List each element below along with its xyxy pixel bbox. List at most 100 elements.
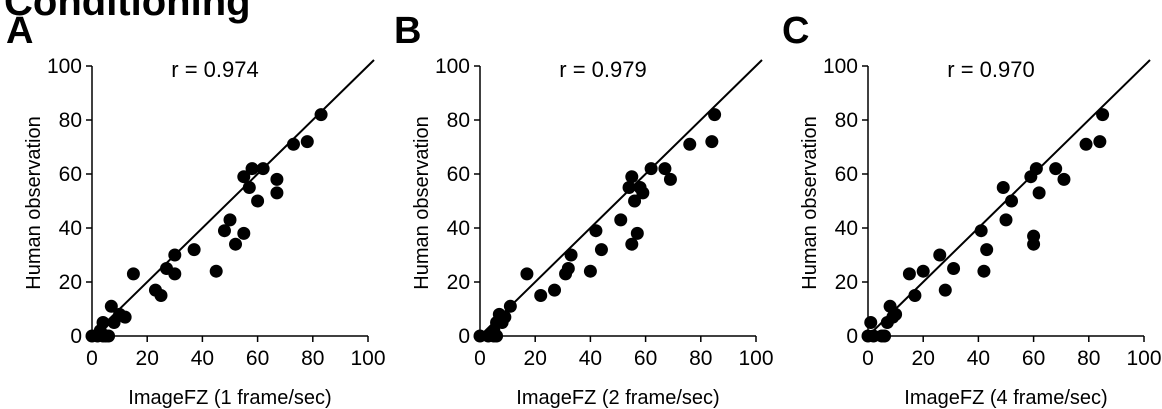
- y-tick-label: 0: [70, 325, 82, 348]
- y-tick-label: 100: [47, 55, 82, 78]
- x-tick-label: 40: [579, 347, 602, 370]
- data-point: [1027, 229, 1041, 243]
- y-axis-label: Human observation: [23, 116, 45, 289]
- data-point: [974, 224, 988, 238]
- y-tick-label: 40: [59, 217, 82, 240]
- data-point: [628, 194, 642, 208]
- data-point: [1049, 162, 1063, 176]
- x-tick-label: 80: [689, 347, 712, 370]
- regression-line: [479, 59, 763, 337]
- correlation-label: r = 0.974: [171, 57, 258, 82]
- data-point: [933, 248, 947, 262]
- panel-c: C 0 20 40 60 80 100 0 20 40 60 80 100 r = 0.970 Image…: [776, 0, 1162, 409]
- data-point: [977, 264, 991, 278]
- x-tick-label: 40: [967, 347, 990, 370]
- data-point: [683, 137, 697, 151]
- y-tick-label: 60: [447, 163, 470, 186]
- y-axis-label: Human observation: [799, 116, 821, 289]
- y-tick-label: 0: [458, 325, 470, 348]
- data-point: [503, 299, 517, 313]
- data-point: [168, 267, 182, 281]
- x-tick-label: 20: [136, 347, 159, 370]
- data-point: [864, 316, 878, 329]
- x-tick-label: 60: [1022, 347, 1045, 370]
- data-point: [625, 170, 639, 184]
- data-point: [996, 181, 1010, 194]
- y-axis-label: Human observation: [411, 116, 433, 289]
- data-point: [916, 264, 930, 278]
- x-tick-label: 40: [191, 347, 214, 370]
- y-tick-label: 80: [835, 109, 858, 132]
- data-point: [583, 264, 597, 278]
- data-point: [490, 329, 504, 343]
- data-point: [1096, 108, 1110, 122]
- data-point: [256, 162, 270, 176]
- x-tick-label: 100: [350, 347, 385, 370]
- x-axis-label: ImageFZ (2 frame/sec): [516, 387, 719, 409]
- data-point: [1005, 194, 1019, 208]
- data-point: [217, 224, 231, 238]
- y-tick-label: 80: [59, 109, 82, 132]
- data-point: [270, 172, 284, 186]
- x-tick-label: 60: [246, 347, 269, 370]
- data-point: [118, 310, 132, 324]
- y-tick-label: 60: [835, 163, 858, 186]
- correlation-label: r = 0.970: [947, 57, 1034, 82]
- data-point: [561, 262, 575, 275]
- x-tick-label: 60: [634, 347, 657, 370]
- x-tick-label: 100: [1126, 347, 1161, 370]
- data-point: [229, 237, 243, 251]
- y-tick-label: 100: [435, 55, 470, 78]
- data-point: [902, 267, 916, 281]
- data-point: [622, 181, 636, 194]
- panel-a: A 0 20 40 60 80 100 0 20 40 60 80 100 r = 0.974 Image…: [0, 0, 390, 409]
- panel-letter: C: [782, 10, 810, 52]
- data-point: [938, 283, 952, 297]
- data-point: [658, 162, 672, 176]
- data-point: [102, 329, 116, 343]
- data-point: [636, 186, 650, 200]
- data-point: [245, 162, 259, 176]
- data-point: [1029, 162, 1043, 176]
- data-point: [548, 283, 562, 297]
- y-tick-label: 20: [835, 271, 858, 294]
- data-point: [663, 172, 677, 186]
- data-point: [251, 194, 265, 208]
- data-point: [878, 329, 892, 343]
- x-axis-label: ImageFZ (4 frame/sec): [904, 387, 1107, 409]
- data-point: [1032, 186, 1046, 200]
- panel-letter: A: [6, 10, 34, 52]
- data-point: [947, 262, 961, 275]
- data-point: [168, 248, 182, 262]
- y-tick-label: 0: [846, 325, 858, 348]
- x-axis-label: ImageFZ (1 frame/sec): [128, 387, 331, 409]
- data-point: [534, 289, 548, 302]
- data-point: [223, 213, 237, 227]
- panel-b: B 0 20 40 60 80 100 0 20 40 60 80 100 r = 0.979 Image…: [388, 0, 778, 409]
- data-point: [242, 181, 256, 194]
- scatter-plot-a: 0 20 40 60 80 100 0 20 40 60 80 100 r = 0.974 ImageFZ…: [23, 55, 386, 409]
- x-tick-label: 100: [738, 347, 773, 370]
- regression-line: [91, 59, 375, 337]
- y-tick-label: 80: [447, 109, 470, 132]
- data-point: [187, 243, 201, 257]
- y-tick-label: 20: [59, 271, 82, 294]
- data-point: [644, 162, 658, 176]
- page-heading: Conditioning: [4, 0, 251, 24]
- x-tick-label: 20: [912, 347, 935, 370]
- x-tick-label: 80: [1077, 347, 1100, 370]
- scatter-plot-c: 0 20 40 60 80 100 0 20 40 60 80 100 r = 0.970 ImageFZ…: [799, 55, 1162, 409]
- data-point: [1079, 137, 1093, 151]
- data-point: [705, 135, 719, 149]
- y-tick-label: 100: [823, 55, 858, 78]
- data-point: [614, 213, 628, 227]
- data-point: [237, 170, 251, 184]
- x-tick-label: 0: [862, 347, 874, 370]
- data-point: [209, 264, 223, 278]
- data-point: [520, 267, 534, 281]
- data-point: [908, 289, 922, 302]
- data-point: [630, 226, 644, 240]
- data-point: [889, 307, 903, 321]
- x-tick-label: 80: [301, 347, 324, 370]
- correlation-label: r = 0.979: [559, 57, 646, 82]
